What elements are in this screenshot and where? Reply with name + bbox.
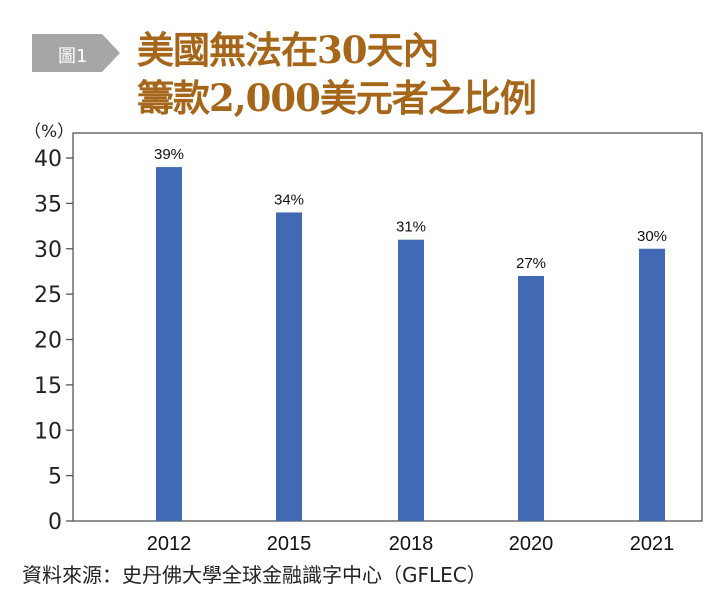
x-tick-label: 2018 (389, 533, 434, 555)
y-tick-label: 25 (34, 283, 62, 308)
title-line-2: 籌款2,000美元者之比例 (137, 76, 537, 120)
x-tick-label: 2015 (267, 533, 312, 555)
source-note: 資料來源：史丹佛大學全球金融識字中心（GFLEC） (22, 563, 487, 587)
y-tick-label: 0 (48, 510, 62, 535)
y-tick-label: 35 (34, 192, 62, 217)
badge-arrow-shape (32, 34, 120, 72)
bar-2020 (518, 275, 544, 521)
title-line-1: 美國無法在30天內 (137, 28, 439, 72)
chart-title: 美國無法在30天內 籌款2,000美元者之比例 (137, 26, 537, 122)
bar-2018 (398, 239, 424, 522)
bar-2015 (276, 212, 302, 521)
y-tick-label: 15 (34, 374, 62, 399)
y-tick-label: 20 (34, 329, 62, 354)
y-axis-label: （%） (24, 122, 74, 142)
data-label: 31% (396, 219, 426, 236)
data-label: 27% (516, 255, 546, 272)
y-tick-label: 30 (34, 238, 62, 263)
badge-label: 圖1 (58, 46, 88, 67)
y-tick-label: 5 (48, 465, 62, 490)
plot-frame (72, 132, 703, 522)
x-tick-label: 2012 (147, 533, 192, 555)
y-tick-label: 40 (34, 147, 62, 172)
x-tick-label: 2021 (630, 533, 675, 555)
figure-badge: 圖1 (32, 34, 120, 72)
data-label: 34% (274, 191, 304, 208)
y-tick-label: 10 (34, 419, 62, 444)
bar-2012 (156, 167, 182, 521)
bar-2021 (639, 248, 665, 521)
data-label: 30% (637, 228, 667, 245)
data-label: 39% (154, 146, 184, 163)
x-tick-label: 2020 (509, 533, 554, 555)
